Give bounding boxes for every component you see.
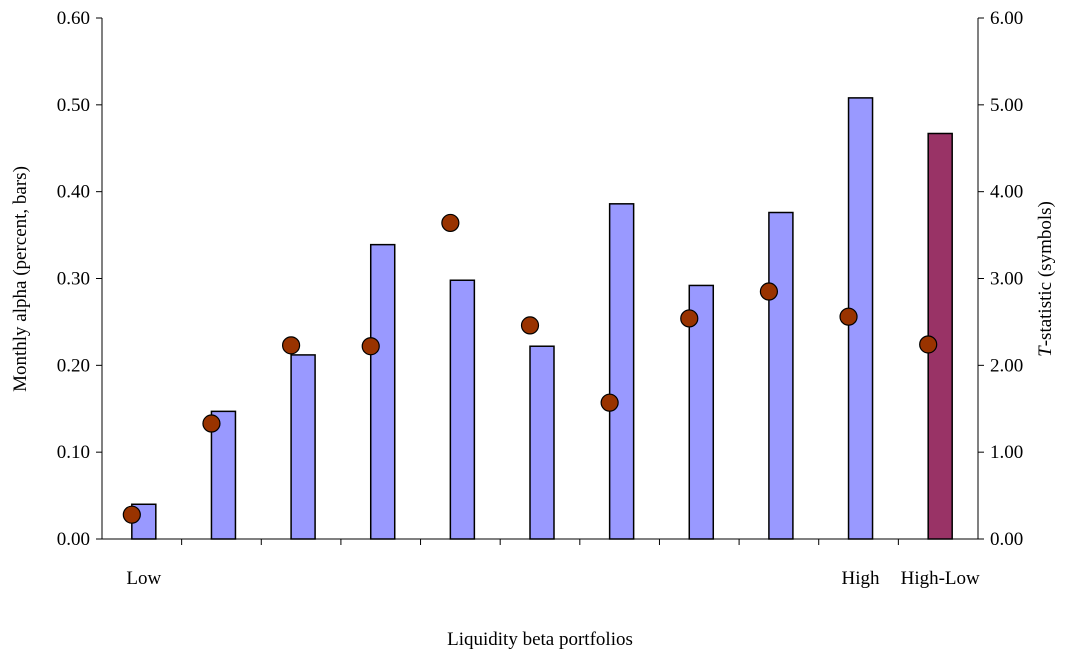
bar bbox=[290, 354, 316, 540]
y2-axis-title-italic: T bbox=[1035, 345, 1056, 357]
y-axis-title: Monthly alpha (percent, bars) bbox=[10, 166, 31, 392]
bar bbox=[608, 203, 635, 540]
y2-axis-title-rest: -statistic (symbols) bbox=[1035, 201, 1056, 346]
x-axis-ticks bbox=[181, 539, 899, 545]
bar bbox=[449, 279, 476, 540]
left-axis-ticks: 0.00 0.10 0.20 0.30 0.40 0.50 0.60 bbox=[57, 8, 102, 550]
y2-tick-label: 5.00 bbox=[990, 95, 1023, 116]
tstat-marker bbox=[202, 414, 221, 433]
bar bbox=[529, 345, 555, 540]
y-tick-label: 0.30 bbox=[57, 269, 90, 290]
y-tick-label: 0.60 bbox=[57, 8, 90, 29]
y2-tick-label: 1.00 bbox=[990, 442, 1023, 463]
bar bbox=[369, 243, 396, 540]
y-tick-label: 0.50 bbox=[57, 95, 90, 116]
y-tick-label: 0.20 bbox=[57, 355, 90, 376]
y2-tick-label: 4.00 bbox=[990, 182, 1023, 203]
category-label: Low bbox=[126, 568, 161, 589]
bar bbox=[768, 211, 794, 540]
y-tick-label: 0.40 bbox=[57, 182, 90, 203]
right-axis-ticks: 0.00 1.00 2.00 3.00 4.00 5.00 6.00 bbox=[978, 8, 1023, 550]
tstat-marker bbox=[281, 336, 301, 355]
y2-tick-label: 0.00 bbox=[990, 529, 1023, 550]
y2-tick-label: 6.00 bbox=[990, 8, 1023, 29]
tstat-marker bbox=[441, 213, 460, 233]
tstat-marker bbox=[919, 335, 938, 354]
y-tick-label: 0.10 bbox=[57, 442, 90, 463]
markers bbox=[122, 213, 938, 524]
category-label: High bbox=[842, 568, 881, 589]
category-label: High-Low bbox=[901, 568, 980, 589]
tstat-marker bbox=[122, 505, 141, 524]
tstat-marker bbox=[520, 316, 540, 335]
y-tick-label: 0.00 bbox=[57, 529, 90, 550]
y2-tick-label: 2.00 bbox=[990, 355, 1023, 376]
tstat-marker bbox=[600, 393, 619, 412]
x-axis-title: Liquidity beta portfolios bbox=[447, 629, 633, 650]
tstat-marker bbox=[839, 307, 858, 326]
category-labels: Low High High-Low bbox=[126, 568, 980, 589]
tstat-marker bbox=[759, 282, 779, 301]
y2-tick-label: 3.00 bbox=[990, 269, 1023, 290]
tstat-marker bbox=[680, 309, 699, 328]
y2-axis-title: T-statistic (symbols) bbox=[1035, 201, 1056, 357]
bars bbox=[131, 97, 953, 540]
tstat-marker bbox=[361, 337, 380, 356]
